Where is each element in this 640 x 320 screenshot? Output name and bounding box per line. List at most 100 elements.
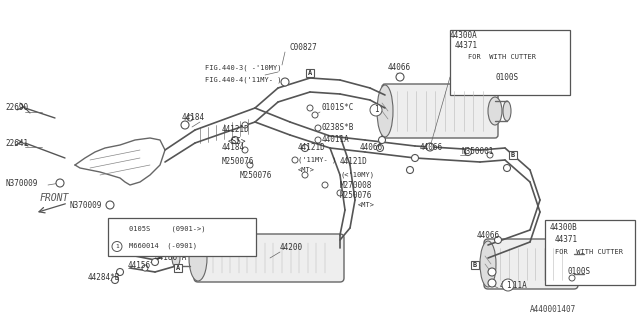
Text: A: A: [176, 265, 180, 271]
Circle shape: [187, 115, 193, 121]
Text: M270008: M270008: [340, 180, 372, 189]
Circle shape: [111, 276, 118, 284]
Text: 44284*B: 44284*B: [88, 274, 120, 283]
FancyBboxPatch shape: [194, 234, 344, 282]
Circle shape: [426, 143, 434, 151]
Text: 44371: 44371: [555, 236, 578, 244]
Text: 22690: 22690: [5, 103, 28, 113]
Text: 1: 1: [115, 244, 119, 249]
Text: 44011A: 44011A: [322, 135, 349, 145]
Text: 44011A: 44011A: [500, 281, 528, 290]
Circle shape: [242, 122, 248, 128]
Circle shape: [312, 112, 318, 118]
Text: 44200: 44200: [280, 244, 303, 252]
Ellipse shape: [172, 249, 180, 267]
Circle shape: [242, 147, 248, 153]
Text: M250076: M250076: [222, 157, 254, 166]
Circle shape: [315, 137, 321, 143]
Text: 44066: 44066: [420, 142, 443, 151]
Bar: [450, 30, 570, 95]
Circle shape: [142, 265, 148, 271]
Text: FOR  WITH CUTTER: FOR WITH CUTTER: [468, 54, 536, 60]
Bar: [471, 261, 479, 269]
Ellipse shape: [568, 250, 580, 278]
Circle shape: [292, 157, 298, 163]
Text: 44066: 44066: [388, 63, 411, 73]
Text: FRONT: FRONT: [40, 193, 69, 203]
Text: 0101S*C: 0101S*C: [322, 103, 355, 113]
Text: 44300A: 44300A: [450, 30, 477, 39]
Circle shape: [315, 125, 321, 131]
Text: ('11MY- ): ('11MY- ): [298, 157, 336, 163]
Text: <SS>: <SS>: [228, 138, 246, 147]
Text: 44186*A: 44186*A: [155, 253, 188, 262]
Ellipse shape: [377, 85, 393, 137]
Text: 0100S: 0100S: [495, 74, 518, 83]
Text: 0105S     (0901->): 0105S (0901->): [129, 225, 205, 232]
Text: 44066: 44066: [360, 143, 383, 153]
Circle shape: [56, 179, 64, 187]
Circle shape: [116, 268, 124, 276]
Circle shape: [406, 166, 413, 173]
Bar: [174, 264, 182, 272]
Circle shape: [106, 201, 114, 209]
Text: 44121D: 44121D: [340, 157, 368, 166]
Circle shape: [495, 236, 502, 244]
Text: 44121D: 44121D: [222, 125, 250, 134]
Ellipse shape: [503, 101, 511, 121]
Text: 22641: 22641: [5, 139, 28, 148]
Text: A: A: [308, 70, 312, 76]
Text: FOR  WITH CUTTER: FOR WITH CUTTER: [555, 249, 623, 255]
Circle shape: [337, 190, 343, 196]
Text: 44121D: 44121D: [298, 143, 326, 153]
Ellipse shape: [488, 97, 502, 125]
Circle shape: [307, 105, 313, 111]
Text: 44066: 44066: [477, 230, 500, 239]
Text: B: B: [473, 262, 477, 268]
Text: 44300B: 44300B: [550, 223, 578, 233]
Text: FIG.440-3( -'10MY): FIG.440-3( -'10MY): [205, 65, 282, 71]
Text: FIG.440-4('11MY- ): FIG.440-4('11MY- ): [205, 77, 282, 83]
Ellipse shape: [580, 254, 588, 274]
Circle shape: [301, 145, 308, 151]
Text: 44156: 44156: [128, 260, 151, 269]
Circle shape: [465, 148, 472, 156]
Text: N370009: N370009: [5, 179, 37, 188]
Circle shape: [181, 121, 189, 129]
Text: 0238S*B: 0238S*B: [322, 124, 355, 132]
Text: A440001407: A440001407: [530, 306, 576, 315]
Circle shape: [302, 172, 308, 178]
Text: M250076: M250076: [240, 171, 273, 180]
Text: 44371: 44371: [455, 41, 478, 50]
Ellipse shape: [480, 241, 496, 287]
Circle shape: [396, 73, 404, 81]
Text: B: B: [511, 152, 515, 158]
Circle shape: [247, 162, 253, 168]
Circle shape: [487, 152, 493, 158]
Text: 44184: 44184: [182, 114, 205, 123]
Text: <MT>: <MT>: [358, 202, 375, 208]
Circle shape: [378, 137, 385, 143]
Text: M250076: M250076: [340, 190, 372, 199]
Text: (<'10MY): (<'10MY): [340, 172, 374, 178]
Text: C00827: C00827: [290, 44, 317, 52]
Circle shape: [488, 268, 496, 276]
Bar: [306, 69, 314, 77]
Text: 44184: 44184: [222, 143, 245, 153]
Bar: [108, 218, 256, 256]
Circle shape: [152, 259, 159, 266]
Circle shape: [281, 78, 289, 86]
Text: N350001: N350001: [462, 148, 494, 156]
Circle shape: [322, 182, 328, 188]
Circle shape: [232, 137, 239, 143]
Text: 1: 1: [506, 281, 510, 290]
Text: M660014  (-0901): M660014 (-0901): [129, 242, 197, 249]
Text: 1: 1: [374, 106, 378, 115]
Circle shape: [569, 275, 575, 281]
Bar: [545, 220, 635, 285]
FancyBboxPatch shape: [382, 84, 498, 138]
Circle shape: [488, 279, 496, 287]
Circle shape: [504, 164, 511, 172]
Text: N370009: N370009: [70, 201, 102, 210]
Circle shape: [112, 242, 122, 252]
